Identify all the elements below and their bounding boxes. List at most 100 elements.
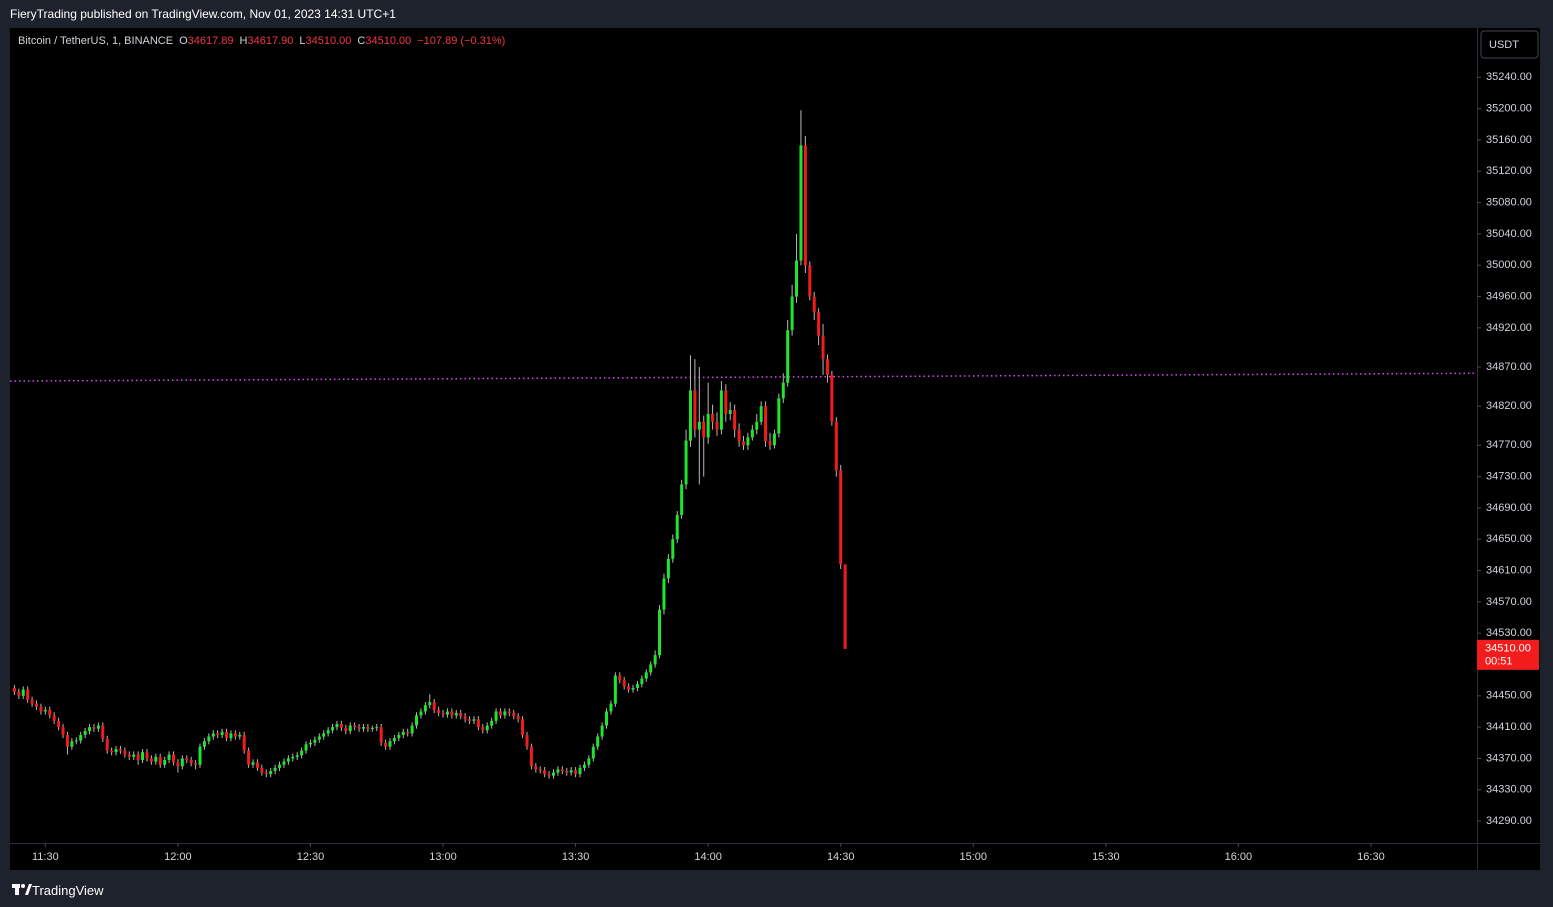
candle-body <box>406 731 410 734</box>
candle-body <box>423 705 427 712</box>
candle-body <box>269 770 273 775</box>
candle-body <box>415 715 419 726</box>
y-tick-label: 35080.00 <box>1486 196 1532 208</box>
plot-area <box>10 110 1477 779</box>
candle-body <box>61 727 65 735</box>
candle-body <box>609 703 613 712</box>
candle-body <box>375 727 379 729</box>
candle-body <box>834 421 838 471</box>
candle-body <box>92 727 96 729</box>
candle-body <box>684 440 688 485</box>
candle-body <box>167 754 171 761</box>
candle-body <box>565 770 569 773</box>
candle-body <box>490 720 494 726</box>
candle-body <box>242 734 246 751</box>
candle-body <box>578 767 582 775</box>
candle-body <box>755 421 759 430</box>
candle-body <box>136 754 140 761</box>
candle-body <box>154 756 158 762</box>
candle-body <box>750 429 754 438</box>
y-tick-label: 34290.00 <box>1486 815 1532 827</box>
ohlc-key: O <box>179 35 188 47</box>
y-tick-label: 34650.00 <box>1486 533 1532 545</box>
candle-body <box>600 725 604 737</box>
y-tick-label: 34770.00 <box>1486 439 1532 451</box>
candle-body <box>560 769 564 771</box>
candle-body <box>21 689 25 696</box>
candle-body <box>825 359 829 375</box>
candle-body <box>145 752 149 759</box>
candle-body <box>379 727 383 743</box>
y-tick-label: 34690.00 <box>1486 502 1532 514</box>
candle-body <box>618 675 622 681</box>
last-price-box <box>1477 639 1539 670</box>
y-tick-label: 34870.00 <box>1486 361 1532 373</box>
candle-body <box>644 672 648 679</box>
candle-body <box>39 706 43 712</box>
candle-body <box>556 769 560 773</box>
candle-body <box>118 749 122 751</box>
candle-body <box>463 716 467 720</box>
y-tick-label: 35120.00 <box>1486 165 1532 177</box>
candle-body <box>799 145 803 261</box>
candle-body <box>764 406 768 442</box>
candle-body <box>587 758 591 765</box>
candle-body <box>680 484 684 515</box>
candle-body <box>189 760 193 764</box>
candle-body <box>392 738 396 742</box>
candle-body <box>662 578 666 610</box>
currency-button[interactable] <box>1480 30 1539 59</box>
candle-body <box>472 719 476 721</box>
candle-body <box>114 749 118 753</box>
candle-body <box>635 684 639 688</box>
candle-body <box>666 558 670 579</box>
candle-body <box>339 723 343 728</box>
candle-body <box>525 734 529 747</box>
candle-body <box>688 390 692 441</box>
candle-body <box>795 260 799 297</box>
candle-body <box>127 754 131 757</box>
candle-body <box>596 736 600 747</box>
x-tick-label: 12:00 <box>164 851 192 863</box>
candle-body <box>273 767 277 771</box>
candle-body <box>52 715 56 721</box>
candle-body <box>366 727 370 729</box>
change: −107.89 (−0.31%) <box>417 35 506 47</box>
x-tick-label: 13:00 <box>429 851 457 863</box>
candle-body <box>132 754 136 757</box>
x-tick-label: 14:00 <box>694 851 722 863</box>
candle-body <box>613 675 617 704</box>
candle-body <box>141 752 145 761</box>
candle-body <box>17 691 21 696</box>
legend: Bitcoin / TetherUS, 1, BINANCE O34617.89 H… <box>18 35 505 47</box>
candle-body <box>516 716 520 720</box>
candle-body <box>43 709 47 712</box>
candle-body <box>57 720 61 728</box>
candle-body <box>538 769 542 771</box>
candle-body <box>180 758 184 767</box>
candle-body <box>88 727 92 732</box>
candle-body <box>282 761 286 765</box>
candle-body <box>711 413 715 422</box>
candle-body <box>101 725 105 739</box>
candle-body <box>291 756 295 759</box>
candle-body <box>384 742 388 747</box>
candle-body <box>468 719 472 721</box>
x-tick-label: 16:00 <box>1225 851 1253 863</box>
candle-body <box>658 609 662 656</box>
candle-body <box>503 711 507 716</box>
candle-body <box>225 731 229 739</box>
candle-body <box>476 719 480 728</box>
y-tick-label: 34370.00 <box>1486 752 1532 764</box>
y-tick-label: 34920.00 <box>1486 322 1532 334</box>
publisher: FieryTrading published on TradingView.co… <box>10 7 396 21</box>
y-tick-label: 34820.00 <box>1486 400 1532 412</box>
y-tick-label: 35040.00 <box>1486 228 1532 240</box>
candle-body <box>445 711 449 715</box>
candle-body <box>781 382 785 399</box>
symbol: Bitcoin / TetherUS, 1, BINANCE <box>18 35 174 47</box>
candle-body <box>397 734 401 739</box>
candle-body <box>357 727 361 729</box>
y-tick-label: 34960.00 <box>1486 290 1532 302</box>
